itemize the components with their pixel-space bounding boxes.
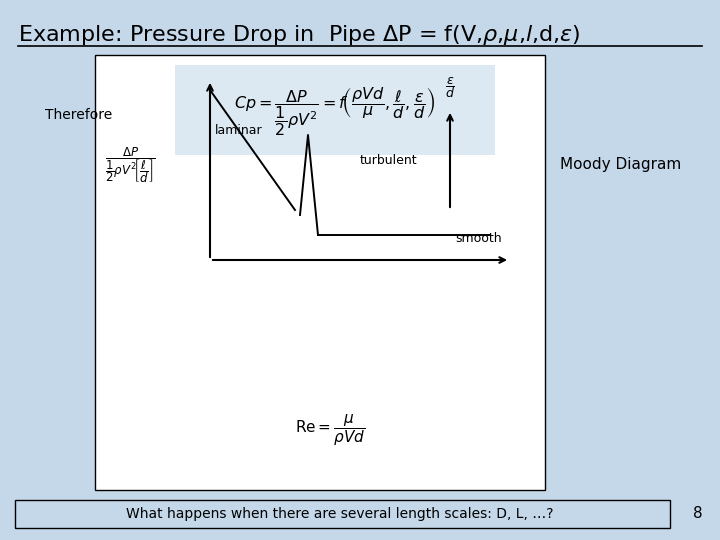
Text: Therefore: Therefore: [45, 108, 112, 122]
Text: $\mathrm{Re} = \dfrac{\mu}{\rho V d}$: $\mathrm{Re} = \dfrac{\mu}{\rho V d}$: [294, 412, 365, 448]
Text: $\dfrac{\varepsilon}{d}$: $\dfrac{\varepsilon}{d}$: [445, 76, 455, 100]
Text: What happens when there are several length scales: D, L, …?: What happens when there are several leng…: [126, 507, 554, 521]
Text: turbulent: turbulent: [360, 153, 418, 166]
Text: $Cp = \dfrac{\Delta P}{\dfrac{1}{2}\rho V^2} = f\!\left(\dfrac{\rho V d}{\mu},\d: $Cp = \dfrac{\Delta P}{\dfrac{1}{2}\rho …: [235, 85, 436, 138]
Text: 8: 8: [693, 507, 703, 522]
Text: laminar: laminar: [215, 124, 263, 137]
Bar: [175, 65, 495, 155]
Text: Moody Diagram: Moody Diagram: [560, 158, 681, 172]
Bar: [95, 55, 545, 490]
Text: Example: Pressure Drop in  Pipe $\Delta$P = f(V,$\rho$,$\mu$,$\it{l}$,d,$\vareps: Example: Pressure Drop in Pipe $\Delta$P…: [18, 23, 580, 47]
Bar: [15, 500, 670, 528]
Text: $\dfrac{\Delta P}{\dfrac{1}{2}\rho V^2\!\left[\dfrac{\ell}{d}\right]}$: $\dfrac{\Delta P}{\dfrac{1}{2}\rho V^2\!…: [104, 145, 156, 185]
Text: smooth: smooth: [455, 232, 502, 245]
